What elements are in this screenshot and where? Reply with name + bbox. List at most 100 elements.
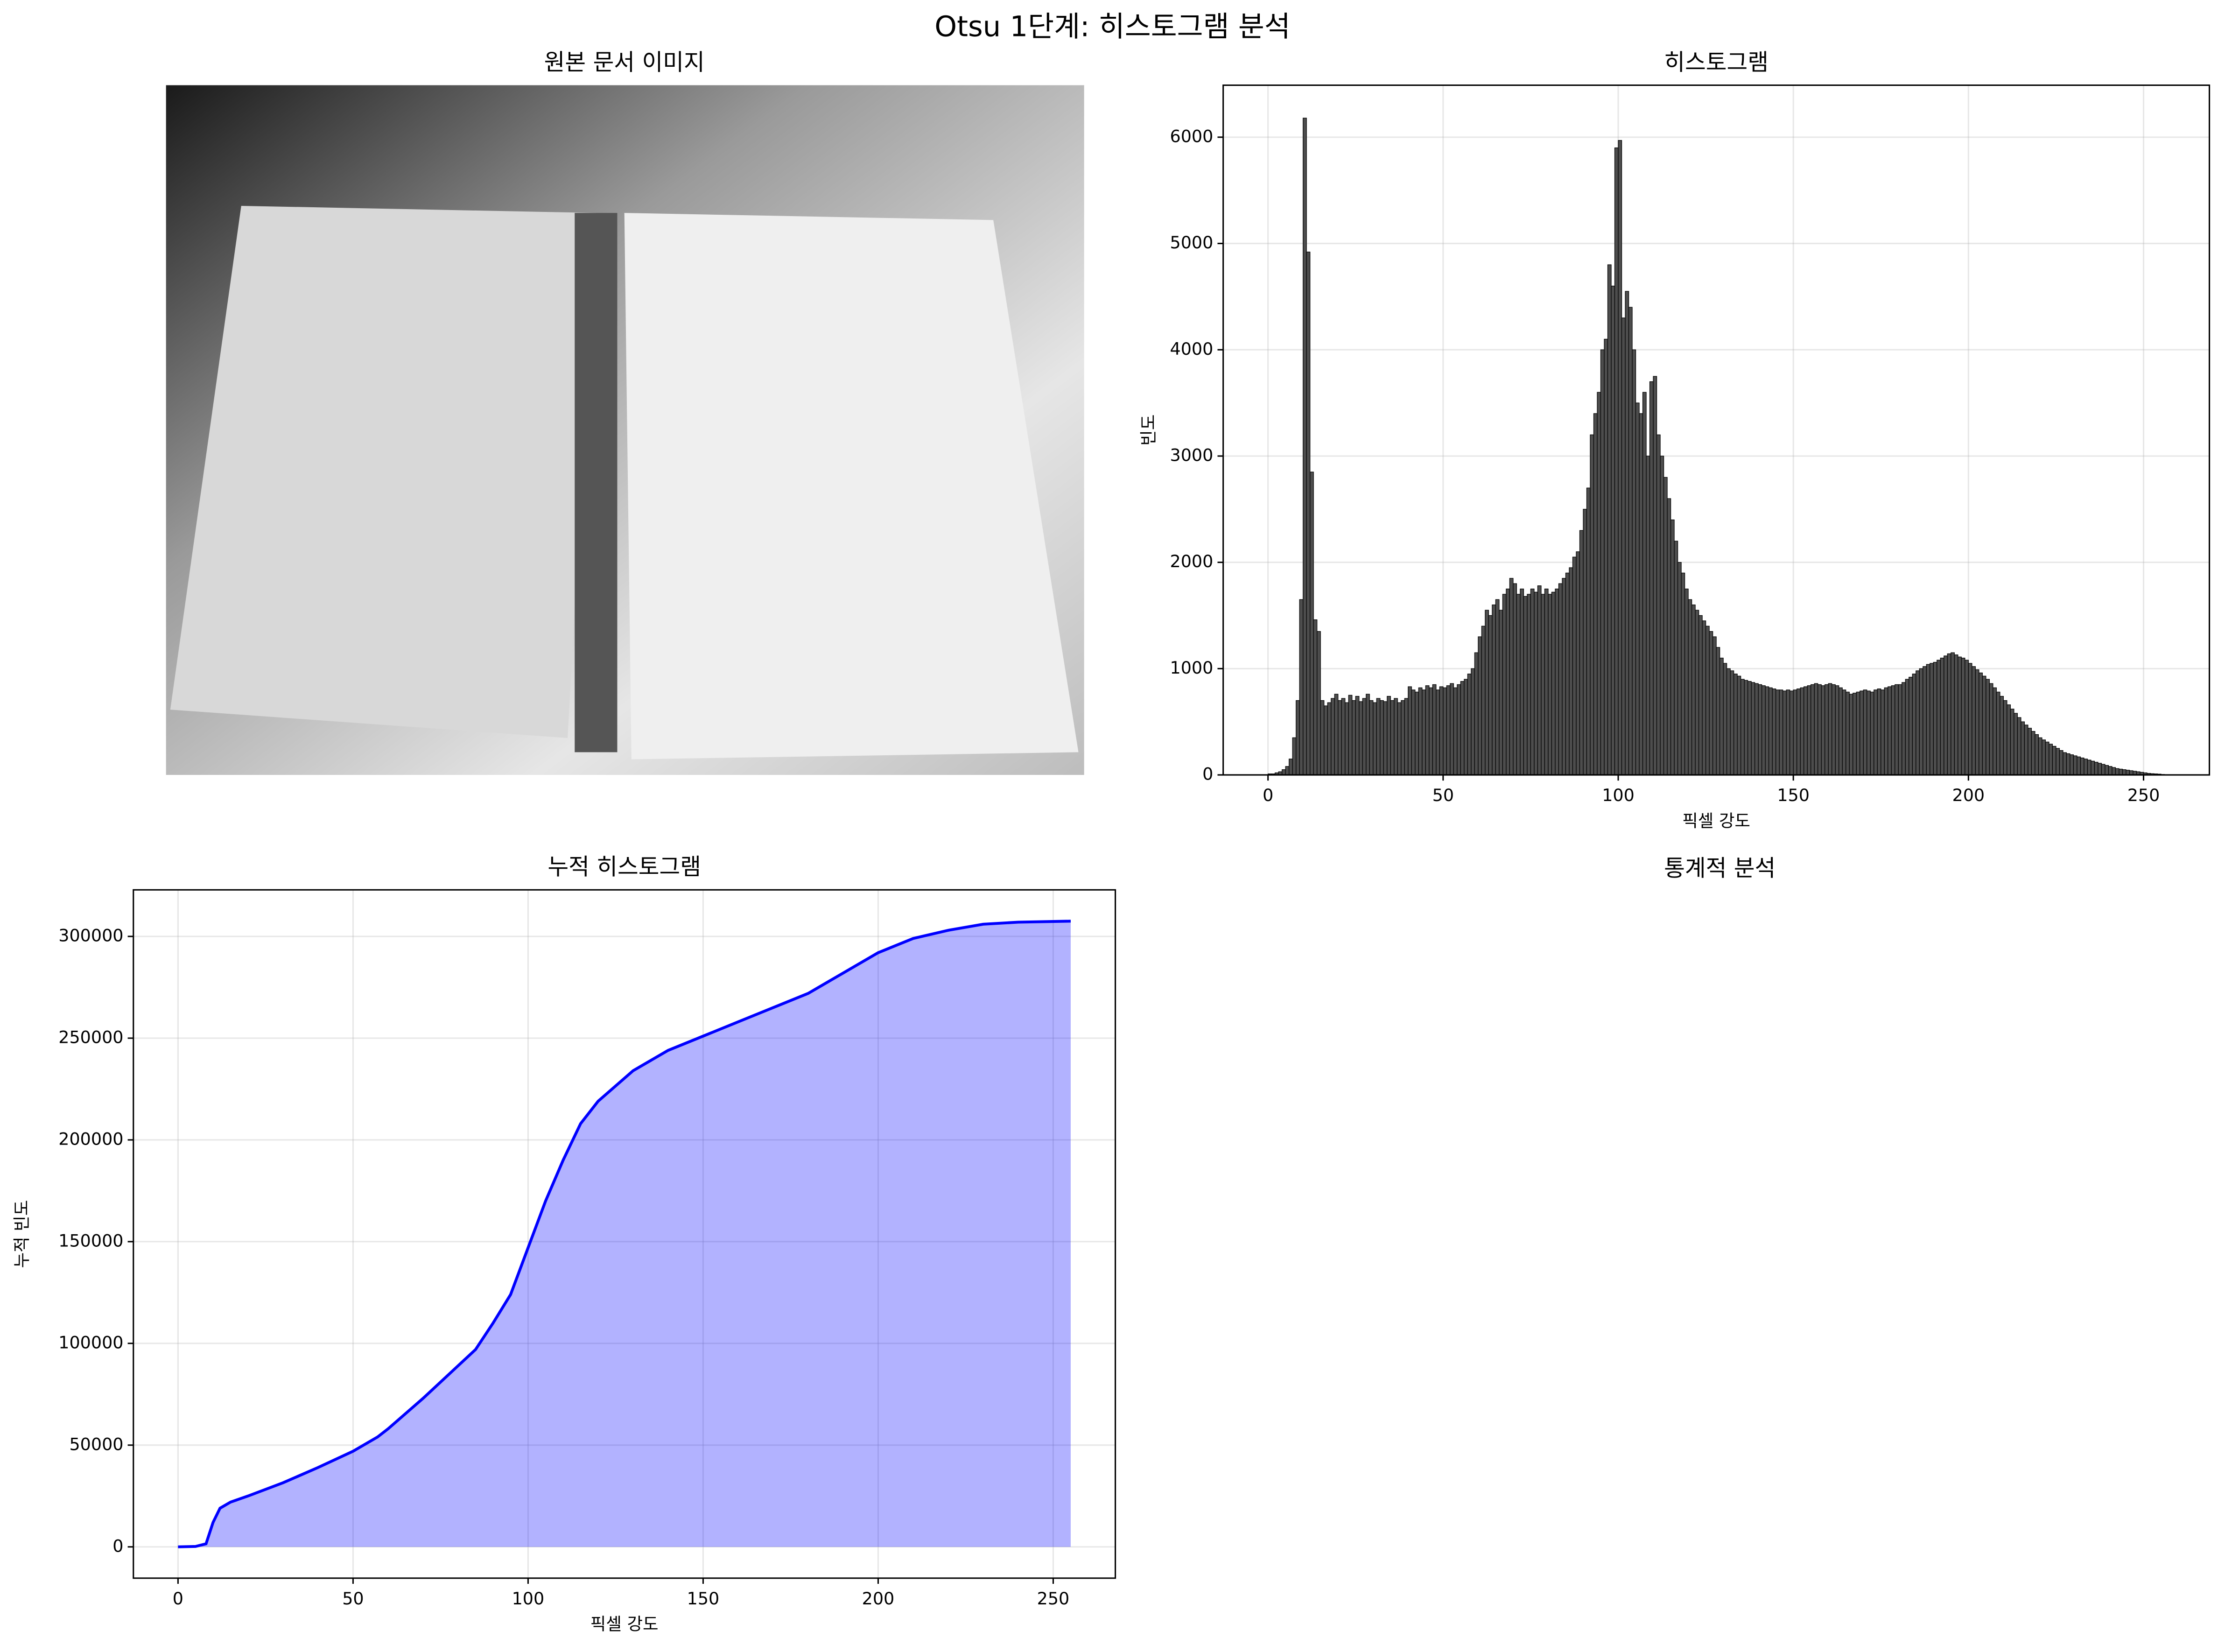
bar	[1453, 687, 1458, 775]
y-tick-label: 4000	[1170, 339, 1214, 359]
bar	[1961, 657, 1965, 775]
bar	[1327, 702, 1332, 775]
bar	[1779, 689, 1783, 775]
bar	[1618, 140, 1622, 775]
y-tick-label: 200000	[58, 1129, 123, 1149]
bar	[1397, 702, 1402, 775]
bar	[1846, 691, 1850, 775]
bar	[1390, 700, 1395, 775]
bar	[1607, 264, 1612, 775]
bar	[1443, 687, 1447, 775]
stats-title: 통계적 분석	[1664, 856, 1776, 882]
y-tick-label: 300000	[58, 926, 123, 946]
y-tick-label: 6000	[1170, 126, 1214, 146]
bar	[1681, 572, 1685, 775]
bar	[2028, 728, 2032, 775]
x-axis-label: 픽셀 강도	[590, 1614, 659, 1634]
bar	[2042, 739, 2046, 775]
bar	[1404, 698, 1409, 775]
bar	[1544, 588, 1549, 775]
x-tick-label: 50	[1432, 785, 1454, 805]
bar	[1919, 668, 1923, 775]
y-tick-label: 0	[112, 1536, 123, 1556]
bar	[1902, 682, 1906, 775]
bar	[1635, 402, 1640, 775]
bar	[2038, 737, 2043, 775]
x-tick-label: 100	[1602, 785, 1635, 805]
x-tick-label: 150	[1777, 785, 1810, 805]
bar	[2035, 734, 2039, 775]
bar	[1769, 687, 1773, 775]
bar	[2066, 753, 2071, 775]
bar	[1485, 610, 1489, 775]
bar	[1551, 591, 1556, 775]
bar	[1562, 578, 1566, 775]
bar	[2059, 750, 2064, 775]
bar	[1565, 572, 1570, 775]
bar	[1369, 700, 1374, 775]
bar	[1828, 683, 1832, 775]
bar	[1555, 588, 1559, 775]
bar	[1874, 689, 1878, 775]
bar	[1282, 769, 1286, 775]
bar	[1502, 594, 1507, 775]
axes: 히스토그램 0 50 100 150 200 250 0 1000 2000 3000 4000 500…	[1138, 49, 2211, 831]
bar	[1548, 594, 1552, 775]
bar	[1944, 655, 1948, 775]
y-tick-label: 5000	[1170, 232, 1214, 253]
bar	[1534, 591, 1538, 775]
bar	[1530, 588, 1535, 775]
bar	[2122, 769, 2127, 775]
bar	[2031, 731, 2035, 775]
bar	[1600, 349, 1605, 775]
bar	[1748, 681, 1752, 775]
bar	[1811, 684, 1815, 775]
bar	[2056, 748, 2060, 775]
bar	[1520, 588, 1524, 775]
bar	[1499, 610, 1503, 775]
bar	[2010, 709, 2014, 775]
x-tick-label: 150	[687, 1589, 720, 1609]
bar	[1464, 679, 1468, 775]
bar	[1411, 689, 1416, 775]
bar	[2000, 696, 2004, 775]
bar	[1765, 686, 1769, 775]
bar	[2087, 759, 2092, 775]
bar	[1979, 672, 1983, 775]
bar	[1338, 700, 1342, 775]
bar	[1537, 585, 1542, 775]
image-title: 원본 문서 이미지	[544, 49, 705, 76]
bar	[1663, 477, 1668, 775]
bar	[1348, 695, 1353, 775]
bar	[1891, 685, 1895, 775]
bar	[1905, 679, 1909, 775]
bar	[1352, 700, 1356, 775]
bar	[1415, 691, 1419, 775]
bar	[2014, 713, 2018, 775]
bar	[1993, 687, 1997, 775]
line	[178, 920, 1071, 1548]
bar	[2070, 754, 2074, 775]
figure-title: Otsu 1단계: 히스토그램 분석	[934, 11, 1290, 43]
bar	[1734, 674, 1738, 775]
x-tick-label: 100	[512, 1589, 545, 1609]
bar	[1825, 684, 1829, 775]
bar	[1835, 685, 1839, 775]
bar	[1572, 556, 1577, 775]
bar	[1716, 647, 1720, 775]
bar	[1755, 683, 1759, 775]
bar	[1355, 696, 1360, 775]
bar	[1916, 670, 1920, 775]
bar	[1818, 684, 1822, 775]
bar	[1488, 615, 1493, 775]
bar	[1429, 687, 1433, 775]
bar	[1975, 669, 1979, 775]
bar	[1965, 660, 1969, 775]
bar	[1667, 498, 1671, 775]
bar	[1982, 675, 1986, 775]
bar	[2084, 759, 2088, 775]
bar	[2052, 745, 2057, 775]
bar	[1930, 663, 1934, 775]
bar	[1639, 413, 1643, 775]
bar	[2063, 752, 2067, 775]
